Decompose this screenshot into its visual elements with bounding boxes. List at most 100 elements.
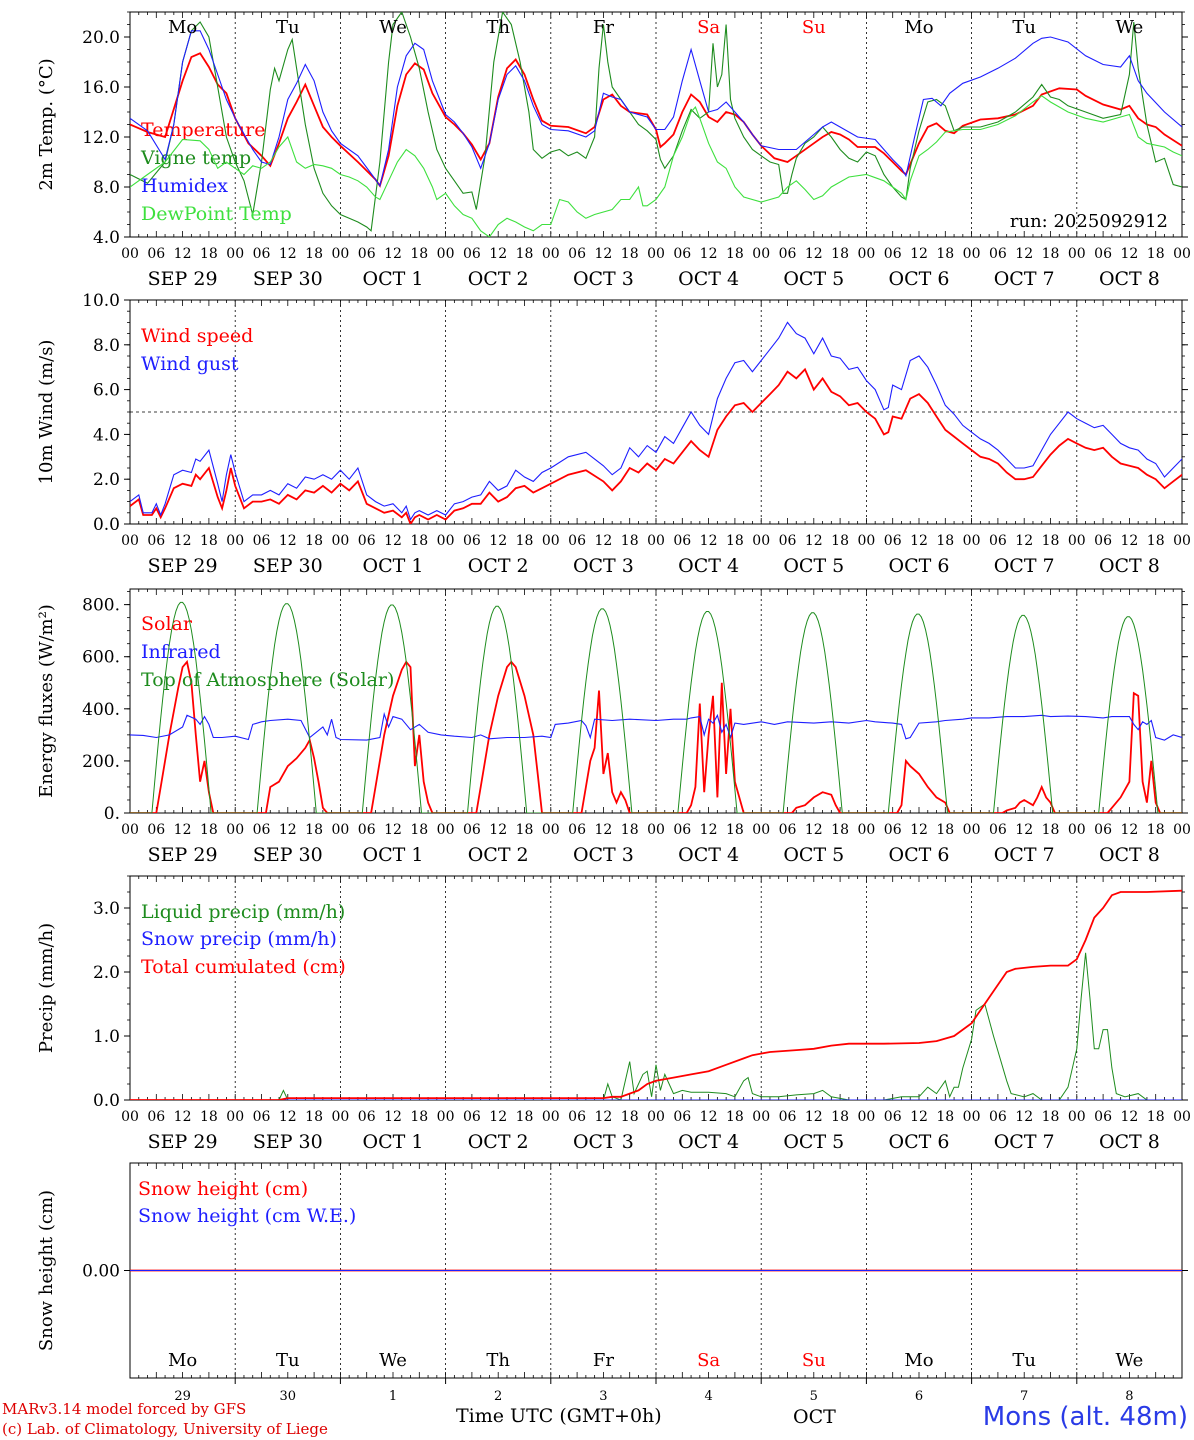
hour-tick-label: 00 <box>1068 533 1086 549</box>
hour-tick-label: 06 <box>253 1109 271 1125</box>
y-tick-label: 16.0 <box>82 78 120 98</box>
y-tick-label: 10.0 <box>82 291 120 311</box>
hour-tick-label: 18 <box>200 533 218 549</box>
hour-tick-label: 06 <box>463 1109 481 1125</box>
hour-tick-label: 18 <box>200 1109 218 1125</box>
date-label: SEP 29 <box>148 268 218 290</box>
date-label: OCT 2 <box>468 268 529 290</box>
date-label: OCT 2 <box>468 844 529 866</box>
hour-tick-label: 00 <box>752 533 770 549</box>
hour-tick-label: 18 <box>621 246 639 262</box>
hour-tick-label: 06 <box>147 533 165 549</box>
hour-tick-label: 12 <box>594 246 612 262</box>
series-liquid-precip-mm-h- <box>130 952 1182 1100</box>
hour-tick-label: 18 <box>831 1109 849 1125</box>
hour-tick-label: 12 <box>279 1109 297 1125</box>
hour-tick-label: 18 <box>305 533 323 549</box>
hour-tick-label: 06 <box>463 822 481 838</box>
hour-tick-label: 12 <box>805 246 823 262</box>
date-label: SEP 29 <box>148 555 218 577</box>
day-number-label: 29 <box>174 1389 191 1404</box>
hour-tick-label: 06 <box>884 822 902 838</box>
hour-tick-label: 00 <box>121 246 139 262</box>
weekday-label: Mo <box>168 17 197 38</box>
hour-tick-label: 00 <box>647 1109 665 1125</box>
hour-tick-label: 18 <box>410 246 428 262</box>
hour-tick-label: 18 <box>410 1109 428 1125</box>
hour-tick-label: 18 <box>305 822 323 838</box>
y-tick-label: 0. <box>104 804 120 824</box>
hour-tick-label: 06 <box>779 1109 797 1125</box>
hour-tick-label: 06 <box>358 246 376 262</box>
hour-tick-label: 12 <box>174 246 192 262</box>
hour-tick-label: 00 <box>437 533 455 549</box>
hour-tick-label: 18 <box>936 1109 954 1125</box>
series-wind-speed <box>130 367 1182 524</box>
date-label: OCT 8 <box>1099 1131 1160 1153</box>
y-tick-label: 3.0 <box>93 899 120 919</box>
hour-tick-label: 18 <box>516 1109 534 1125</box>
day-number-label: 1 <box>389 1389 397 1404</box>
hour-tick-label: 00 <box>226 822 244 838</box>
weekday-label: Fr <box>593 1350 614 1371</box>
weekday-label: Fr <box>593 17 614 38</box>
hour-tick-label: 12 <box>384 533 402 549</box>
hour-tick-label: 18 <box>1147 533 1165 549</box>
legend-liquid-precip-mm-h-: Liquid precip (mm/h) <box>141 901 345 923</box>
y-tick-label: 2.0 <box>93 470 120 490</box>
day-number-label: 2 <box>494 1389 502 1404</box>
panel-temperature: 4.0 8.0 12.0 16.0 20.0 2m Temp. (°C) Temperatu… <box>36 11 1191 290</box>
hour-tick-label: 18 <box>516 246 534 262</box>
hour-tick-label: 12 <box>489 533 507 549</box>
y-tick-label: 0.00 <box>82 1262 120 1282</box>
hour-tick-label: 06 <box>568 1109 586 1125</box>
hour-tick-label: 12 <box>174 533 192 549</box>
x-axis-title: Time UTC (GMT+0h) <box>456 1405 662 1427</box>
hour-tick-label: 12 <box>279 533 297 549</box>
hour-tick-label: 06 <box>568 246 586 262</box>
hour-tick-label: 18 <box>726 533 744 549</box>
hour-tick-label: 18 <box>621 1109 639 1125</box>
weekday-label: We <box>1116 1350 1144 1371</box>
hour-tick-label: 06 <box>673 1109 691 1125</box>
hour-tick-label: 18 <box>516 822 534 838</box>
date-label: OCT 6 <box>889 268 950 290</box>
hour-tick-label: 00 <box>1068 246 1086 262</box>
series-total-cumulated-cm- <box>130 889 1182 1100</box>
weekday-label: Th <box>486 17 510 38</box>
y-tick-label: 800. <box>82 596 120 616</box>
legend-dewpoint-temp: DewPoint Temp <box>141 203 292 225</box>
weekday-label: Mo <box>904 1350 933 1371</box>
hour-tick-label: 00 <box>437 246 455 262</box>
hour-tick-label: 06 <box>989 1109 1007 1125</box>
hour-tick-label: 12 <box>1120 1109 1138 1125</box>
hour-tick-label: 18 <box>1042 822 1060 838</box>
hour-tick-label: 18 <box>831 246 849 262</box>
date-label: OCT 3 <box>573 844 634 866</box>
legend-solar: Solar <box>141 613 193 635</box>
series-dewpoint-temp <box>130 95 1182 237</box>
date-label: SEP 30 <box>253 555 323 577</box>
hour-tick-label: 18 <box>621 533 639 549</box>
month-label: OCT <box>793 1406 836 1428</box>
date-label: OCT 7 <box>994 268 1055 290</box>
legend-humidex: Humidex <box>141 175 228 197</box>
hour-tick-label: 06 <box>779 246 797 262</box>
hour-tick-label: 12 <box>910 1109 928 1125</box>
series-vigne-temp <box>130 12 1182 232</box>
hour-tick-label: 00 <box>963 533 981 549</box>
hour-tick-label: 12 <box>489 822 507 838</box>
weekday-label: Tu <box>276 17 300 38</box>
hour-tick-label: 18 <box>305 246 323 262</box>
date-label: OCT 5 <box>783 555 844 577</box>
hour-tick-label: 00 <box>331 1109 349 1125</box>
day-number-label: 4 <box>704 1389 712 1404</box>
hour-tick-label: 06 <box>358 822 376 838</box>
date-label: SEP 29 <box>148 844 218 866</box>
weekday-label: We <box>379 17 407 38</box>
date-label: OCT 1 <box>363 555 424 577</box>
y-axis-title: Precip (mm/h) <box>36 923 57 1053</box>
date-label: OCT 6 <box>889 555 950 577</box>
date-label: OCT 3 <box>573 268 634 290</box>
